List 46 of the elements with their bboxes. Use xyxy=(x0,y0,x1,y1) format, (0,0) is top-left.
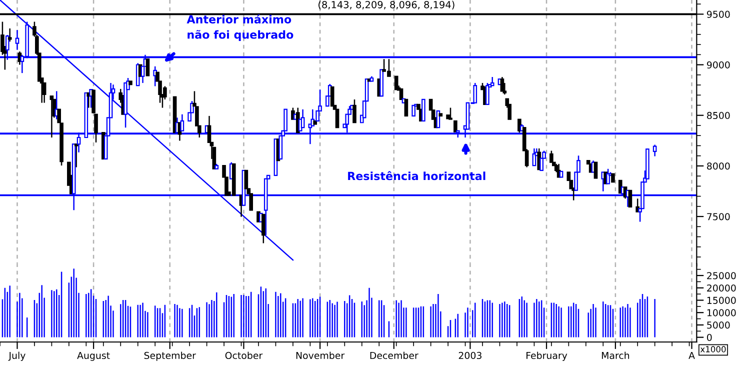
y-tick-label: 25000 xyxy=(707,272,736,280)
candlestick xyxy=(652,144,657,157)
y-tick-label: 9500 xyxy=(706,10,730,18)
y-tick-label: 8500 xyxy=(707,112,730,120)
y-tick-label: 20000 xyxy=(707,284,736,292)
x-tick-label: October xyxy=(225,352,263,360)
candlestick xyxy=(550,150,554,163)
annotation: Resistência horizontal xyxy=(348,171,486,180)
candlestick xyxy=(454,120,458,132)
candlestick xyxy=(330,86,334,107)
x-tick-label: September xyxy=(144,352,196,361)
x-tick-label: December xyxy=(370,352,418,360)
candlestick xyxy=(399,88,404,100)
x-tick-label: February xyxy=(526,352,568,361)
y-tick-label: 7500 xyxy=(707,213,730,220)
chart-title: (8,143, 8,209, 8,096, 8,194) xyxy=(318,0,454,10)
y-tick-label: 15000 xyxy=(707,296,736,304)
x-tick-label: 2003 xyxy=(458,352,482,360)
candlestick xyxy=(300,108,305,128)
candlestick xyxy=(15,29,20,51)
candlestick xyxy=(335,108,340,128)
candlestick xyxy=(502,82,507,96)
x-tick-label: August xyxy=(77,352,110,361)
candlestick xyxy=(448,107,452,120)
candlestick xyxy=(518,118,522,134)
y-tick-label: 9000 xyxy=(706,61,730,68)
candlestick xyxy=(138,64,142,77)
candlestick xyxy=(50,95,54,138)
candlestick xyxy=(146,58,150,76)
candlestick xyxy=(352,98,356,124)
candlestick xyxy=(422,98,426,122)
annotation: Anterior máximo não foi quebrado xyxy=(186,14,294,41)
x-tick-label: November xyxy=(296,352,345,360)
text: x1000 xyxy=(700,346,726,352)
candlestick xyxy=(618,180,622,194)
x-tick-label: July xyxy=(8,352,26,361)
candlestick xyxy=(606,168,610,184)
x-tick-label: March xyxy=(602,352,630,360)
candlestick xyxy=(412,104,416,116)
y-tick-label: 0 xyxy=(707,334,712,342)
y-tick-label: 10000 xyxy=(707,309,736,316)
candlestick xyxy=(594,162,598,179)
candlestick xyxy=(8,28,12,42)
y-tick-label: 5000 xyxy=(707,322,730,329)
y-tick-label: 8000 xyxy=(707,162,730,170)
x-tick-label: A xyxy=(688,352,695,359)
